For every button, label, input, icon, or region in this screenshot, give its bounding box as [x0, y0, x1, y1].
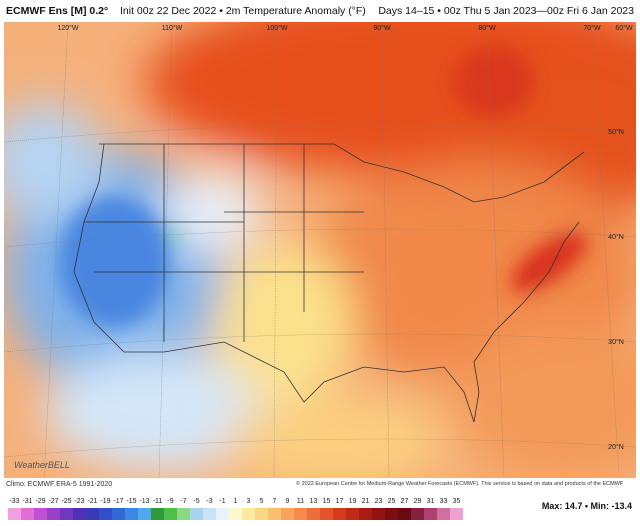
colorbar-swatch — [21, 508, 34, 520]
colorbar-swatch — [320, 508, 333, 520]
colorbar-swatch — [385, 508, 398, 520]
colorbar-swatch — [333, 508, 346, 520]
colorbar-label: 23 — [375, 498, 383, 505]
colorbar-label: -1 — [219, 498, 225, 505]
colorbar-swatch — [359, 508, 372, 520]
colorbar-label: 15 — [323, 498, 331, 505]
colorbar-label: -21 — [87, 498, 97, 505]
lon-label: 80°W — [478, 24, 496, 32]
colorbar-swatch — [398, 508, 411, 520]
colorbar-label: 7 — [273, 498, 277, 505]
colorbar-label: -19 — [100, 498, 110, 505]
colorbar-label: 31 — [427, 498, 435, 505]
lat-label: 20°N — [608, 443, 624, 451]
colorbar-swatch — [190, 508, 203, 520]
colorbar-label: 21 — [362, 498, 370, 505]
colorbar-label: -13 — [139, 498, 149, 505]
colorbar-swatch — [372, 508, 385, 520]
colorbar-swatch — [437, 508, 450, 520]
colorbar-swatch — [177, 508, 190, 520]
colorbar-swatch — [346, 508, 359, 520]
lon-label: 100°W — [266, 24, 287, 32]
colorbar-label: -15 — [126, 498, 136, 505]
lat-label: 30°N — [608, 338, 624, 346]
colorbar-label: -33 — [9, 498, 19, 505]
colorbar: -33 -31 -29 -27 -25 -23 -21 -19 -17 -15 -13 -11 -9 -7… — [8, 498, 463, 520]
colorbar-swatch — [34, 508, 47, 520]
colorbar-swatch — [151, 508, 164, 520]
colorbar-swatch — [138, 508, 151, 520]
colorbar-swatch — [112, 508, 125, 520]
colorbar-label: 5 — [260, 498, 264, 505]
colorbar-swatch — [242, 508, 255, 520]
colorbar-label: 27 — [401, 498, 409, 505]
colorbar-swatch — [216, 508, 229, 520]
colorbar-label: 3 — [247, 498, 251, 505]
colorbar-swatch — [450, 508, 463, 520]
colorbar-label: 13 — [310, 498, 318, 505]
colorbar-swatch — [424, 508, 437, 520]
colorbar-swatch — [229, 508, 242, 520]
colorbar-label: 29 — [414, 498, 422, 505]
colorbar-label: 35 — [453, 498, 461, 505]
lat-label: 50°N — [608, 128, 624, 136]
lon-label: 70°W — [583, 24, 601, 32]
colorbar-label: -3 — [206, 498, 212, 505]
colorbar-swatch — [60, 508, 73, 520]
run-info: Init 00z 22 Dec 2022 • 2m Temperature An… — [120, 5, 366, 17]
header: ECMWF Ens [M] 0.2° Init 00z 22 Dec 2022 … — [0, 0, 640, 22]
colorbar-swatch — [99, 508, 112, 520]
colorbar-swatch — [164, 508, 177, 520]
colorbar-label: -5 — [193, 498, 199, 505]
lat-label: 40°N — [608, 233, 624, 241]
colorbar-label: -29 — [35, 498, 45, 505]
colorbar-label: 9 — [286, 498, 290, 505]
colorbar-label: -11 — [153, 498, 163, 505]
colorbar-swatch — [268, 508, 281, 520]
colorbar-label: 25 — [388, 498, 396, 505]
colorbar-label: -9 — [167, 498, 173, 505]
copyright: © 2022 European Centre for Medium-Range … — [296, 481, 624, 487]
colorbar-label: 33 — [440, 498, 448, 505]
colorbar-swatch — [125, 508, 138, 520]
colorbar-label: 1 — [234, 498, 238, 505]
colorbar-label: 19 — [349, 498, 357, 505]
logo: WeatherBELL — [14, 460, 70, 470]
colorbar-label: -7 — [180, 498, 186, 505]
colorbar-swatch — [203, 508, 216, 520]
colorbar-swatch — [47, 508, 60, 520]
colorbar-label: 17 — [336, 498, 344, 505]
borders — [73, 143, 585, 423]
colorbar-swatch — [73, 508, 86, 520]
colorbar-swatch — [8, 508, 21, 520]
colorbar-swatch — [411, 508, 424, 520]
valid-time: Days 14–15 • 00z Thu 5 Jan 2023—00z Fri … — [378, 5, 634, 17]
model-title: ECMWF Ens [M] 0.2° — [6, 5, 109, 17]
colorbar-swatch — [255, 508, 268, 520]
climo-note: Climo: ECMWF ERA-5 1991-2020 — [6, 481, 113, 488]
lon-label: 90°W — [373, 24, 391, 32]
colorbar-label: -25 — [61, 498, 71, 505]
colorbar-label: -31 — [22, 498, 32, 505]
lon-label: 60°W — [615, 24, 633, 32]
max-min: Max: 14.7 • Min: -13.4 — [541, 501, 632, 511]
lon-label: 110°W — [162, 24, 183, 32]
colorbar-label: 11 — [297, 498, 304, 505]
colorbar-label: -23 — [74, 498, 84, 505]
colorbar-swatch — [281, 508, 294, 520]
lon-label: 120°W — [57, 24, 78, 32]
colorbar-swatch — [86, 508, 99, 520]
colorbar-swatch — [294, 508, 307, 520]
colorbar-label: -27 — [48, 498, 58, 505]
map: 120°W 110°W 100°W 90°W 80°W 70°W 60°W 50°N 40°N… — [4, 22, 636, 478]
colorbar-label: -17 — [113, 498, 123, 505]
colorbar-swatch — [307, 508, 320, 520]
